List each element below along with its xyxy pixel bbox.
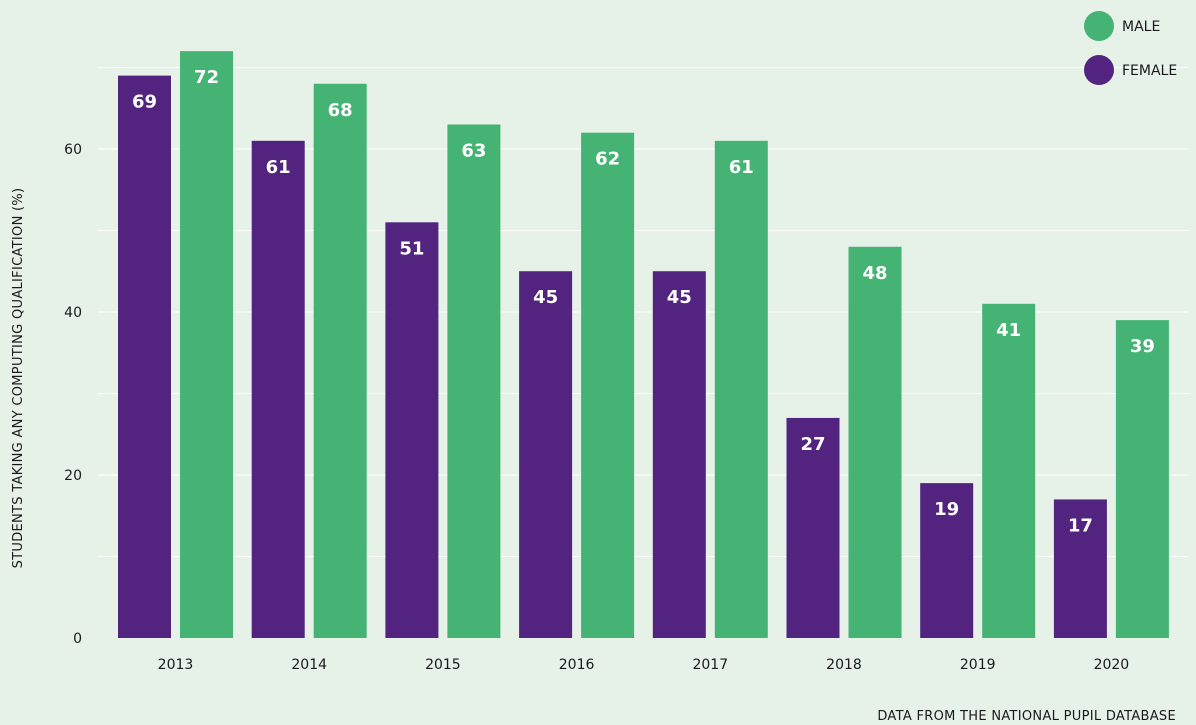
data-label-male: 39	[1130, 336, 1155, 357]
bar-male	[714, 140, 768, 638]
y-tick-label: 40	[64, 305, 82, 321]
bar-male	[982, 303, 1036, 638]
data-label-male: 48	[862, 263, 887, 284]
x-axis-ticks: 2013 2014 2015 2016 2017 2018 2019 2020	[158, 657, 1130, 673]
y-tick-label: 20	[64, 468, 82, 484]
bar-female	[118, 75, 171, 639]
x-tick-label: 2017	[692, 657, 728, 673]
data-label-female: 51	[399, 238, 424, 259]
bar-female	[786, 417, 840, 638]
bar-female	[385, 222, 439, 638]
data-labels: 69 72 61 68 51 63 45 62 45 61 27 48 19 41 17 39	[132, 67, 1155, 536]
bar-male	[581, 132, 635, 638]
bar-female	[920, 483, 974, 638]
legend: MALE FEMALE	[1084, 11, 1177, 85]
data-label-female: 45	[667, 287, 692, 308]
data-label-male: 41	[996, 320, 1021, 341]
y-tick-label: 60	[64, 142, 82, 158]
data-label-male: 62	[595, 149, 620, 170]
y-tick-label: 0	[73, 631, 82, 647]
data-label-male: 63	[461, 141, 486, 162]
bar-female	[1053, 499, 1107, 638]
legend-label-female: FEMALE	[1122, 63, 1177, 79]
bar-male	[447, 124, 501, 639]
data-label-female: 19	[934, 499, 959, 520]
data-label-male: 61	[729, 157, 754, 178]
legend-label-male: MALE	[1122, 19, 1160, 35]
source-note: DATA FROM THE NATIONAL PUPIL DATABASE	[877, 709, 1176, 724]
bar-female	[652, 271, 706, 638]
data-label-male: 68	[328, 100, 353, 121]
x-tick-label: 2018	[826, 657, 862, 673]
legend-swatch-female	[1084, 55, 1114, 85]
bar-female	[251, 140, 305, 638]
bar-male	[1115, 320, 1169, 638]
bars	[118, 51, 1169, 639]
data-label-male: 72	[194, 67, 219, 88]
data-label-female: 69	[132, 92, 157, 113]
data-label-female: 27	[800, 434, 825, 455]
y-axis-title: STUDENTS TAKING ANY COMPUTING QUALIFICAT…	[11, 188, 26, 569]
data-label-female: 45	[533, 287, 558, 308]
x-tick-label: 2020	[1094, 657, 1130, 673]
y-axis-ticks: 0 20 40 60	[64, 142, 82, 647]
bar-male	[313, 83, 367, 639]
x-tick-label: 2014	[291, 657, 327, 673]
x-tick-label: 2016	[559, 657, 595, 673]
bar-male	[848, 246, 902, 638]
bar-female	[519, 271, 573, 638]
legend-swatch-male	[1084, 11, 1114, 41]
data-label-female: 17	[1068, 515, 1093, 536]
bar-male	[180, 51, 233, 638]
x-tick-label: 2013	[158, 657, 194, 673]
x-tick-label: 2015	[425, 657, 461, 673]
x-tick-label: 2019	[960, 657, 996, 673]
data-label-female: 61	[266, 157, 291, 178]
